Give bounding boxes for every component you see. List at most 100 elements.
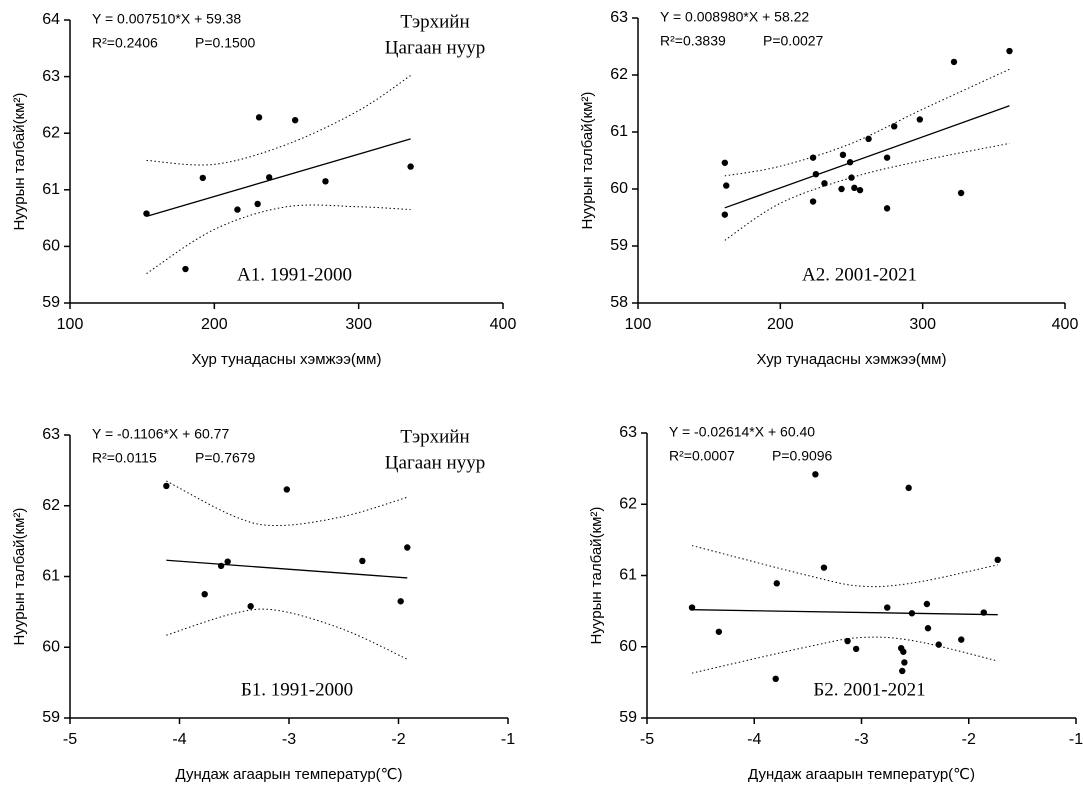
fit-line bbox=[146, 138, 411, 218]
point bbox=[852, 645, 860, 653]
p-value: P=0.9096 bbox=[772, 448, 833, 464]
point bbox=[924, 625, 932, 632]
x-axis-label: Хур тунадасны хэмжээ(мм) bbox=[192, 351, 382, 368]
point bbox=[255, 114, 263, 121]
lake-name: Цагаан нуур bbox=[385, 452, 485, 473]
x-axis-label: Хур тунадасны хэмжээ(мм) bbox=[757, 351, 947, 368]
panel-label: А2. 2001-2021 bbox=[802, 264, 917, 285]
point bbox=[772, 675, 779, 683]
point bbox=[359, 557, 366, 565]
y-tick-label: 61 bbox=[610, 123, 628, 140]
point bbox=[821, 180, 828, 187]
point bbox=[891, 123, 898, 130]
x-tick-label: 200 bbox=[767, 316, 794, 333]
y-tick-label: 59 bbox=[42, 709, 60, 726]
point bbox=[254, 200, 261, 208]
y-axis-label: Нуурын талбай(км²) bbox=[11, 93, 28, 231]
point bbox=[844, 637, 851, 645]
confidence-band bbox=[724, 142, 1010, 241]
point bbox=[812, 471, 819, 478]
y-tick-label: 59 bbox=[42, 294, 60, 311]
y-tick-label: 60 bbox=[42, 238, 60, 255]
p-value: P=0.1500 bbox=[195, 35, 256, 51]
equation: Y = -0.02614*X + 60.40 bbox=[669, 424, 815, 440]
y-axis-label: Нуурын талбай(км²) bbox=[11, 508, 28, 646]
point bbox=[265, 174, 273, 181]
r-squared: R²=0.0007 bbox=[669, 448, 735, 464]
fit-line bbox=[724, 105, 1010, 209]
point bbox=[901, 659, 908, 666]
lake-name: Тэрхийн bbox=[400, 426, 469, 447]
point bbox=[820, 564, 828, 571]
x-tick-label: -3 bbox=[282, 731, 296, 748]
x-tick-label: 100 bbox=[625, 316, 652, 333]
point bbox=[957, 189, 965, 197]
r-squared: R²=0.3839 bbox=[660, 33, 726, 49]
point bbox=[723, 182, 730, 189]
point bbox=[916, 116, 924, 123]
point bbox=[182, 265, 189, 273]
y-tick-label: 62 bbox=[42, 497, 60, 514]
point bbox=[994, 556, 1001, 564]
point bbox=[404, 544, 411, 551]
y-tick-label: 61 bbox=[42, 568, 60, 585]
confidence-band bbox=[166, 480, 408, 527]
point bbox=[688, 604, 696, 611]
point bbox=[851, 184, 858, 192]
point bbox=[935, 641, 942, 648]
x-axis-label: Дундаж агаарын температур(℃) bbox=[748, 766, 975, 783]
confidence-band bbox=[146, 75, 411, 166]
point bbox=[247, 603, 254, 610]
point bbox=[883, 205, 891, 212]
point bbox=[905, 484, 912, 492]
point bbox=[908, 610, 916, 617]
lake-name: Тэрхийн bbox=[400, 11, 469, 32]
point bbox=[950, 58, 958, 66]
y-tick-label: 63 bbox=[610, 9, 628, 26]
point bbox=[883, 154, 891, 161]
point bbox=[721, 159, 729, 166]
x-tick-label: 400 bbox=[490, 316, 517, 333]
y-tick-label: 60 bbox=[619, 638, 637, 655]
point bbox=[1006, 47, 1013, 55]
point bbox=[773, 580, 780, 587]
point bbox=[291, 116, 299, 124]
point bbox=[865, 135, 872, 143]
y-tick-label: 61 bbox=[42, 181, 60, 198]
confidence-band bbox=[146, 204, 411, 274]
y-tick-label: 62 bbox=[610, 66, 628, 83]
point bbox=[224, 558, 231, 565]
x-tick-label: -2 bbox=[962, 731, 976, 748]
confidence-band bbox=[691, 636, 998, 674]
y-tick-label: 63 bbox=[42, 68, 60, 85]
lake-name: Цагаан нуур bbox=[385, 37, 485, 58]
x-tick-label: 100 bbox=[57, 316, 84, 333]
point bbox=[958, 636, 965, 643]
p-value: P=0.7679 bbox=[195, 450, 256, 466]
x-tick-label: -1 bbox=[501, 731, 515, 748]
x-tick-label: -4 bbox=[747, 731, 761, 748]
y-tick-label: 59 bbox=[610, 237, 628, 254]
r-squared: R²=0.2406 bbox=[92, 35, 158, 51]
point bbox=[812, 170, 820, 178]
point bbox=[856, 186, 864, 194]
x-tick-label: 200 bbox=[201, 316, 228, 333]
confidence-band bbox=[166, 608, 408, 660]
equation: Y = -0.1106*X + 60.77 bbox=[92, 426, 229, 442]
point bbox=[407, 163, 414, 170]
point bbox=[201, 590, 208, 598]
point bbox=[199, 174, 206, 182]
x-tick-label: -3 bbox=[854, 731, 868, 748]
x-tick-label: -1 bbox=[1069, 731, 1083, 748]
p-value: P=0.0027 bbox=[763, 33, 824, 49]
y-tick-label: 62 bbox=[619, 495, 637, 512]
panel-label: Б1. 1991-2000 bbox=[241, 679, 353, 700]
point bbox=[839, 151, 847, 158]
x-tick-label: 300 bbox=[909, 316, 936, 333]
equation: Y = 0.008980*X + 58.22 bbox=[660, 9, 809, 25]
y-tick-label: 60 bbox=[42, 638, 60, 655]
x-tick-label: -5 bbox=[63, 731, 77, 748]
y-tick-label: 62 bbox=[42, 124, 60, 141]
point bbox=[899, 667, 906, 675]
